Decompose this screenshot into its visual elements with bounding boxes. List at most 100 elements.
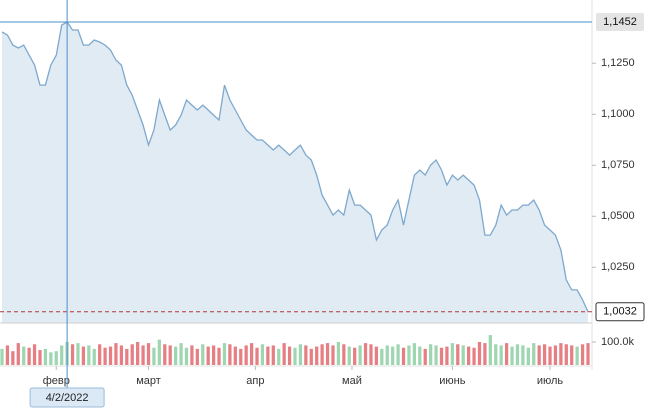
volume-bar [532, 343, 536, 365]
volume-bar [108, 346, 113, 365]
volume-bar [374, 346, 379, 365]
area-fill [2, 22, 588, 323]
last-price-box [595, 302, 645, 322]
volume-bar [22, 346, 26, 365]
volume-bar [553, 345, 558, 365]
volume-bar [580, 344, 585, 365]
volume-bar [152, 347, 156, 365]
volume-bar [358, 345, 362, 365]
y-tick-label: 1,0500 [601, 210, 635, 222]
volume-bar [206, 346, 210, 365]
volume-bar [298, 344, 303, 365]
volume-bar [228, 344, 232, 365]
volume-bar [195, 348, 199, 365]
volume-bar [423, 348, 427, 365]
volume-bar [266, 346, 270, 365]
volume-bar [391, 346, 395, 365]
volume-tick-label: 100.0k [601, 336, 635, 348]
volume-bar [309, 348, 313, 365]
volume-bar [472, 347, 476, 365]
volume-bar [5, 345, 10, 365]
y-tick-label: 1,1000 [601, 108, 635, 120]
volume-bar [239, 348, 243, 365]
volume-bar [244, 345, 248, 365]
volume-bar [542, 344, 547, 365]
volume-bar [331, 345, 335, 365]
volume-bar [445, 346, 449, 365]
volume-bar [363, 343, 368, 365]
volume-bar [233, 346, 237, 365]
volume-bar [168, 345, 172, 365]
volume-bar [336, 341, 341, 365]
volume-bar [32, 344, 37, 365]
volume-bar [396, 344, 400, 365]
volume-bar [260, 344, 265, 365]
volume-bar [60, 345, 64, 365]
volume-bar [184, 347, 189, 365]
x-tick-label: апр [246, 375, 264, 387]
volume-bar [255, 347, 259, 365]
volume-bar [429, 344, 433, 365]
volume-bar [98, 344, 102, 365]
x-tick-label: февр [43, 375, 70, 387]
volume-bar [315, 346, 319, 365]
volume-bar [510, 346, 514, 365]
volume-bar [11, 351, 15, 365]
volume-bar [190, 345, 194, 365]
volume-bar [70, 344, 75, 365]
volume-bar [434, 345, 438, 365]
volume-bar [217, 347, 221, 365]
volume-bar [87, 345, 91, 365]
volume-bar [38, 350, 42, 365]
volume-bar [249, 343, 254, 365]
volume-bar [201, 344, 205, 365]
volume-bar [342, 344, 346, 365]
volume-bar [325, 343, 330, 365]
volume-bar [179, 343, 183, 365]
volume-bar [136, 341, 140, 365]
x-tick-label: июнь [439, 375, 465, 387]
volume-bar [27, 347, 31, 365]
volume-bar [114, 343, 118, 365]
y-tick-label: 1,1250 [601, 57, 635, 69]
volume-bar [488, 335, 492, 365]
volume-bar [477, 341, 482, 365]
volume-bar [515, 344, 520, 365]
x-tick-label: май [342, 375, 362, 387]
volume-bar [499, 345, 503, 365]
volume-bar [450, 343, 454, 365]
volume-bar [49, 352, 53, 365]
crosshair-date-box [29, 387, 105, 408]
volume-bar [43, 348, 48, 365]
volume-bar [456, 344, 460, 365]
volume-bar [521, 345, 525, 365]
volume-bar [467, 346, 471, 365]
volume-bar [412, 343, 416, 365]
volume-bar [54, 351, 58, 365]
volume-bar [211, 345, 216, 365]
volume-bar [369, 344, 373, 365]
volume-bar [380, 348, 384, 365]
y-tick-label: 1,0250 [601, 261, 635, 273]
volume-bar [483, 343, 487, 365]
crosshair-price-label: 1,1452 [603, 16, 637, 28]
volume-bar [575, 346, 579, 365]
volume-bar [385, 345, 389, 365]
x-tick-label: март [136, 375, 161, 387]
volume-bar [401, 347, 406, 365]
volume-bar [222, 343, 227, 365]
volume-bar [320, 344, 324, 365]
volume-bar [548, 346, 552, 365]
volume-bar [407, 345, 411, 365]
volume-bar [559, 343, 563, 365]
volume-bar [92, 348, 96, 365]
volume-bar [461, 345, 465, 365]
crosshair-price-box [596, 13, 644, 32]
volume-bar [76, 343, 80, 365]
y-tick-label: 1,0750 [601, 159, 635, 171]
volume-bar [570, 345, 574, 365]
volume-bar [439, 347, 444, 365]
volume-bar [293, 347, 297, 365]
volume-bar [163, 344, 167, 365]
volume-bar [130, 344, 134, 365]
